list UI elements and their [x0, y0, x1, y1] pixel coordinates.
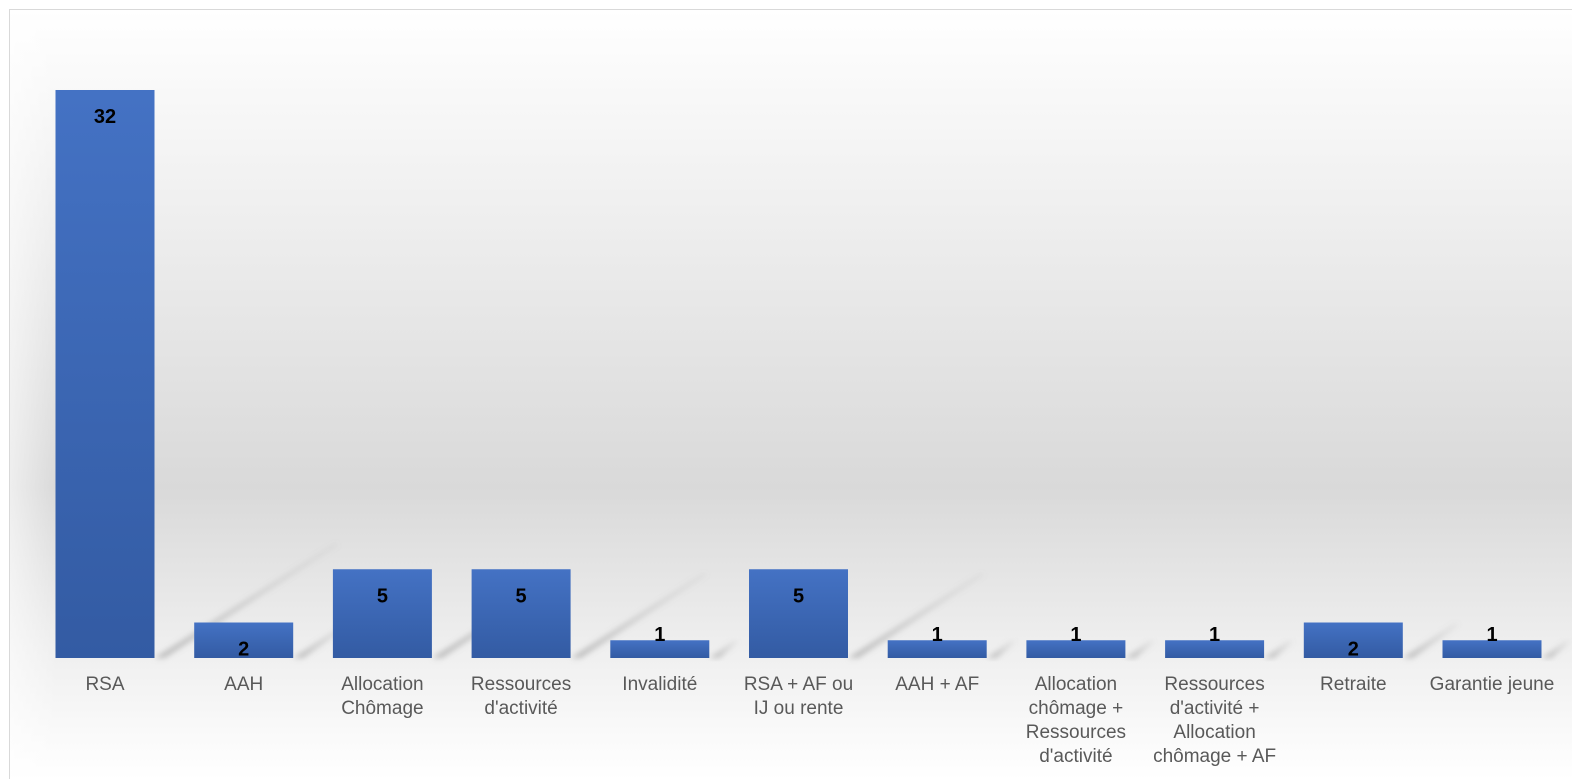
bar-11	[1442, 640, 1542, 658]
value-label: 2	[238, 639, 249, 661]
value-label: 1	[1209, 624, 1220, 646]
bar-8	[1026, 640, 1126, 658]
bar-shadow	[709, 641, 739, 658]
category-label: RSA + AF ou IJ ou rente	[744, 674, 853, 719]
value-label: 1	[1486, 624, 1497, 646]
value-label: 5	[516, 585, 527, 607]
bar-6	[749, 569, 848, 658]
category-label: RSA	[85, 674, 124, 695]
bar-7	[887, 640, 987, 658]
value-label: 1	[1070, 624, 1081, 646]
category-label: AAH + AF	[895, 674, 979, 695]
value-label: 32	[94, 106, 116, 128]
bars-group	[55, 90, 1542, 658]
category-label: Garantie jeune	[1430, 674, 1555, 695]
bar-10	[1303, 622, 1403, 658]
category-label: Ressources d'activité + Allocation chômage …	[1153, 674, 1276, 767]
value-label: 2	[1348, 639, 1359, 661]
bar-shadow	[1402, 624, 1459, 658]
category-label: Invalidité	[622, 674, 697, 695]
category-labels-group: RSA AAH Allocation Chômage Ressources d'activ…	[85, 674, 1554, 767]
bar-2	[194, 622, 294, 658]
category-label: Allocation chômage + Ressources d'activité	[1026, 674, 1126, 767]
bar-shadow	[1541, 641, 1571, 658]
value-label: 1	[932, 624, 943, 646]
bar-shadow	[1264, 641, 1294, 658]
category-label: Allocation Chômage	[341, 674, 423, 719]
bar-chart: 32 2 5 5 1 5 1 1 1 2 1 RSA AAH Allocation Chômage Ress…	[10, 10, 1572, 780]
value-label: 5	[793, 585, 804, 607]
bar-shadow	[848, 573, 985, 658]
category-label: Ressources d'activité	[471, 674, 571, 719]
chart-frame: 32 2 5 5 1 5 1 1 1 2 1 RSA AAH Allocation Chômage Ress…	[9, 9, 1572, 780]
category-label: AAH	[224, 674, 263, 695]
bar-1	[55, 90, 155, 658]
value-labels-group: 32 2 5 5 1 5 1 1 1 2 1	[94, 106, 1498, 661]
bar-shadow	[986, 641, 1016, 658]
plot-background-edge	[10, 10, 1572, 780]
bar-shadow	[570, 573, 708, 658]
bar-5	[610, 640, 710, 658]
category-label: Retraite	[1320, 674, 1387, 695]
value-label: 5	[377, 585, 388, 607]
bar-3	[332, 569, 432, 658]
bar-9	[1165, 640, 1265, 658]
bar-4	[471, 569, 571, 658]
value-label: 1	[654, 624, 665, 646]
bar-shadow	[1125, 641, 1155, 658]
